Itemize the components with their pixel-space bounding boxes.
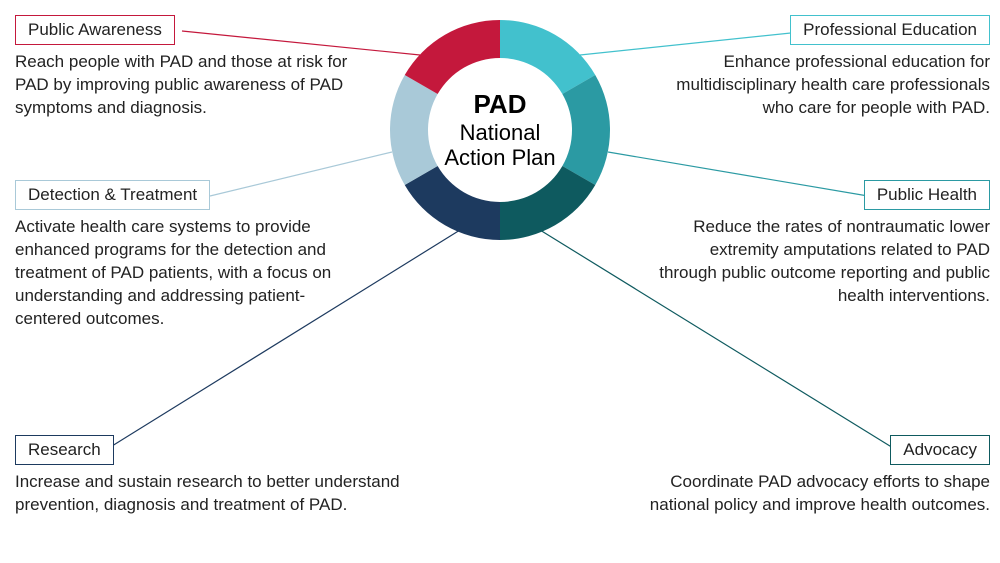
desc-public-health: Reduce the rates of nontraumatic lower e…	[650, 216, 990, 308]
block-advocacy: Advocacy Coordinate PAD advocacy efforts…	[630, 435, 990, 517]
title-public-health: Public Health	[864, 180, 990, 210]
title-public-awareness: Public Awareness	[15, 15, 175, 45]
title-research: Research	[15, 435, 114, 465]
desc-detection-treatment: Activate health care systems to provide …	[15, 216, 360, 331]
donut-chart: PAD National Action Plan	[380, 10, 620, 250]
desc-professional-education: Enhance professional education for multi…	[665, 51, 990, 120]
block-professional-education: Professional Education Enhance professio…	[665, 15, 990, 120]
desc-research: Increase and sustain research to better …	[15, 471, 405, 517]
title-advocacy: Advocacy	[890, 435, 990, 465]
block-detection-treatment: Detection & Treatment Activate health ca…	[15, 180, 360, 331]
title-detection-treatment: Detection & Treatment	[15, 180, 210, 210]
center-line1: PAD	[444, 90, 555, 120]
donut-center-label: PAD National Action Plan	[444, 90, 555, 170]
center-line3: Action Plan	[444, 145, 555, 170]
title-professional-education: Professional Education	[790, 15, 990, 45]
block-public-health: Public Health Reduce the rates of nontra…	[650, 180, 990, 308]
center-line2: National	[444, 120, 555, 145]
block-research: Research Increase and sustain research t…	[15, 435, 405, 517]
desc-advocacy: Coordinate PAD advocacy efforts to shape…	[630, 471, 990, 517]
block-public-awareness: Public Awareness Reach people with PAD a…	[15, 15, 350, 120]
desc-public-awareness: Reach people with PAD and those at risk …	[15, 51, 350, 120]
